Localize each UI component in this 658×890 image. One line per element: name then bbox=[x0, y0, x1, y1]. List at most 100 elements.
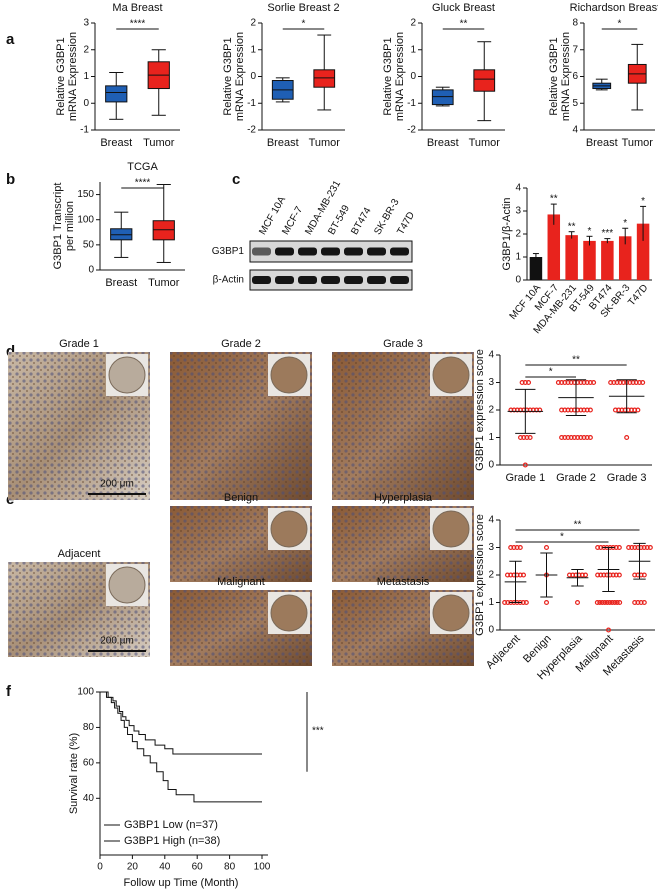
data-point bbox=[595, 544, 601, 550]
chart-title: TCGA bbox=[127, 161, 158, 173]
significance-label: * bbox=[302, 19, 306, 30]
data-point bbox=[609, 599, 615, 605]
inset-core bbox=[270, 356, 308, 394]
data-point bbox=[635, 407, 641, 413]
data-point bbox=[582, 572, 588, 578]
data-point bbox=[574, 599, 580, 605]
y-tick-label: 0 bbox=[88, 265, 94, 276]
data-point bbox=[641, 572, 647, 578]
box bbox=[473, 69, 496, 92]
panel-label: a bbox=[6, 31, 15, 48]
data-point bbox=[587, 380, 593, 386]
data-point bbox=[520, 572, 526, 578]
data-point bbox=[522, 462, 528, 468]
blot-row-label: G3BP1 bbox=[212, 246, 245, 257]
y-axis-title: mRNA Expression bbox=[234, 32, 246, 121]
scale-bar-label: 200 μm bbox=[100, 479, 134, 490]
significance-label: ** bbox=[572, 355, 580, 366]
data-point bbox=[607, 599, 613, 605]
data-point bbox=[595, 572, 601, 578]
box bbox=[313, 69, 336, 88]
y-tick-label: 7 bbox=[572, 44, 578, 55]
data-point bbox=[641, 544, 647, 550]
y-tick-label: 6 bbox=[572, 71, 578, 82]
y-tick-label: -1 bbox=[407, 98, 416, 109]
x-tick-label: Breast bbox=[586, 137, 618, 149]
x-tick-label: Tumor bbox=[622, 137, 654, 149]
significance-label: * bbox=[549, 367, 553, 378]
data-point bbox=[602, 599, 608, 605]
data-point bbox=[543, 599, 549, 605]
significance-label: ** bbox=[568, 221, 576, 232]
data-point bbox=[517, 544, 523, 550]
x-tick-label: Grade 3 bbox=[607, 472, 647, 484]
blot-band bbox=[298, 276, 317, 284]
micrograph-label: Metastasis bbox=[377, 576, 430, 588]
inset-core bbox=[108, 356, 146, 394]
y-tick-label: 3 bbox=[515, 206, 521, 217]
data-point bbox=[527, 407, 533, 413]
box bbox=[431, 89, 454, 106]
x-tick-label: Tumor bbox=[143, 137, 175, 149]
y-axis-title: mRNA Expression bbox=[67, 32, 79, 121]
y-tick-label: 5 bbox=[572, 98, 578, 109]
data-point bbox=[571, 435, 577, 441]
significance-label: * bbox=[641, 196, 645, 207]
y-tick-label: 0 bbox=[488, 460, 494, 471]
x-tick-label: Tumor bbox=[309, 137, 341, 149]
chart-title: Ma Breast bbox=[112, 2, 162, 14]
micrograph-label: Grade 2 bbox=[221, 338, 261, 350]
data-point bbox=[523, 599, 529, 605]
x-tick-label: 100 bbox=[254, 862, 271, 873]
y-tick-label: 2 bbox=[488, 570, 494, 581]
bar bbox=[565, 235, 578, 280]
y-tick-label: 3 bbox=[488, 377, 494, 388]
y-tick-label: 4 bbox=[515, 183, 521, 194]
y-axis-title: per million bbox=[64, 201, 76, 251]
data-point bbox=[616, 544, 622, 550]
data-point bbox=[594, 599, 600, 605]
chart-title: Sorlie Breast 2 bbox=[267, 2, 339, 14]
y-tick-label: 1 bbox=[515, 252, 521, 263]
x-tick-label: Breast bbox=[427, 137, 459, 149]
inset-core bbox=[270, 594, 308, 632]
bar bbox=[618, 236, 632, 280]
y-tick-label: 1 bbox=[410, 44, 416, 55]
lane-label: T47D bbox=[395, 210, 417, 237]
y-tick-label: 2 bbox=[410, 18, 416, 29]
x-tick-label: Breast bbox=[267, 137, 299, 149]
blot-band bbox=[252, 276, 271, 284]
data-point bbox=[555, 380, 561, 386]
y-axis-title: G3BP1/β-Actin bbox=[501, 198, 513, 271]
data-point bbox=[508, 572, 514, 578]
x-tick-label: T47D bbox=[626, 283, 650, 309]
data-point bbox=[591, 380, 597, 386]
inset-core bbox=[432, 356, 470, 394]
significance-label: ** bbox=[574, 520, 582, 531]
data-point bbox=[617, 599, 623, 605]
box bbox=[152, 220, 175, 241]
data-point bbox=[632, 544, 638, 550]
y-tick-label: 50 bbox=[83, 239, 95, 250]
survival-curve bbox=[100, 691, 262, 755]
panel-label: d bbox=[6, 343, 15, 360]
x-tick-label: Breast bbox=[100, 137, 132, 149]
y-tick-label: 40 bbox=[83, 793, 95, 804]
y-axis-title: Survival rate (%) bbox=[68, 733, 80, 814]
blot-band bbox=[275, 247, 294, 256]
data-point bbox=[616, 407, 622, 413]
data-point bbox=[624, 435, 630, 441]
y-tick-label: 0 bbox=[250, 71, 256, 82]
y-tick-label: 3 bbox=[83, 18, 89, 29]
x-tick-label: 60 bbox=[192, 862, 204, 873]
significance-label: * bbox=[560, 532, 564, 543]
significance-label: * bbox=[618, 19, 622, 30]
y-axis-title: Relative G3BP1 bbox=[548, 37, 560, 115]
significance-label: * bbox=[623, 218, 627, 229]
x-tick-label: 0 bbox=[97, 862, 103, 873]
lane-label: BT474 bbox=[349, 205, 373, 236]
micrograph-label: Malignant bbox=[217, 576, 265, 588]
data-point bbox=[616, 572, 622, 578]
survival-curve bbox=[100, 691, 262, 803]
